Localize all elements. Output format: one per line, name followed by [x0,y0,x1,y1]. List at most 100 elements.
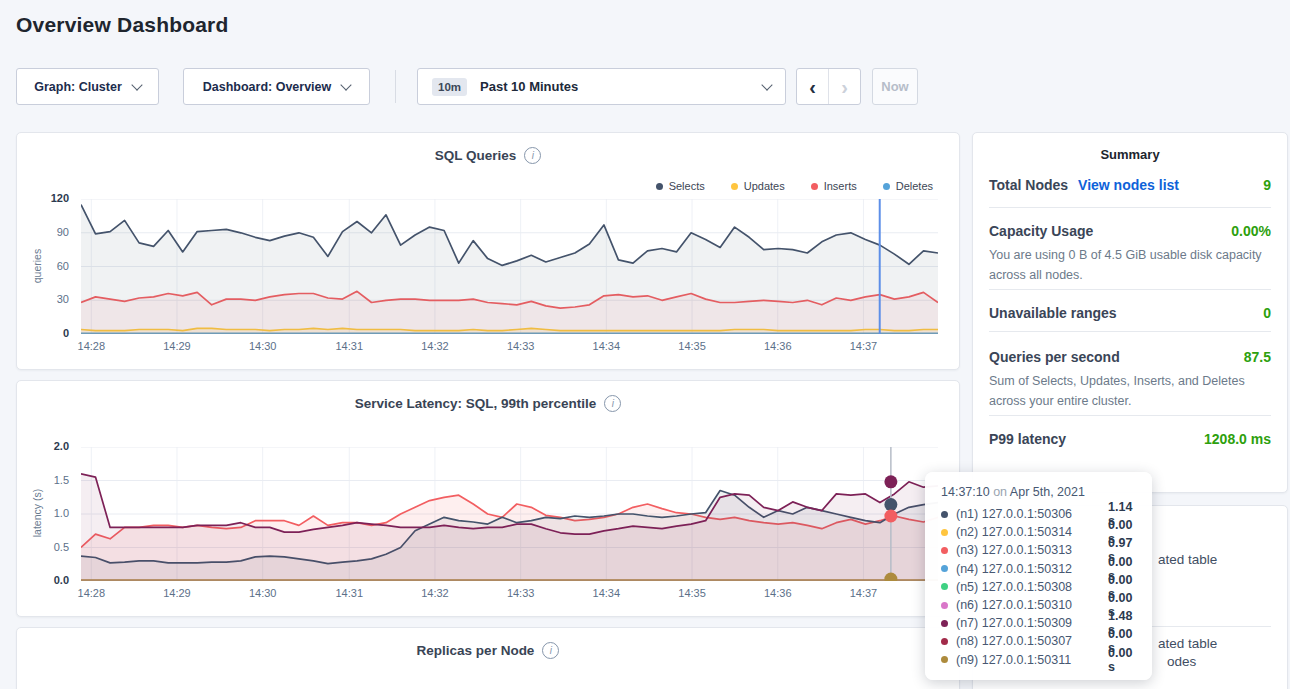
x-tick-label: 14:28 [78,587,106,599]
x-tick-label: 14:35 [678,587,706,599]
x-tick-label: 14:34 [593,340,621,352]
next-time-button[interactable]: › [828,69,860,104]
y-axis-ticks: 0.00.51.01.52.0 [17,447,75,581]
chart-hover-tooltip: 14:37:10 on Apr 5th, 2021 (n1) 127.0.0.1… [925,472,1152,680]
y-tick-label: 30 [17,293,75,305]
legend-item-deletes[interactable]: Deletes [883,180,933,192]
tooltip-node-address: (n1) 127.0.0.1:50306 [956,507,1108,521]
tooltip-timestamp: 14:37:10 on Apr 5th, 2021 [941,485,1142,499]
y-tick-label: 1.0 [17,507,75,519]
prev-time-button[interactable]: ‹ [797,69,828,104]
tooltip-node-address: (n6) 127.0.0.1:50310 [956,598,1108,612]
summary-row: Total Nodes View nodes list 9 [989,177,1271,193]
tooltip-row: (n9) 127.0.0.1:503110.00 s [941,651,1142,669]
event-text-fragment: odes [1167,654,1196,669]
node-color-dot [941,511,948,518]
node-color-dot [941,620,948,627]
y-tick-label: 60 [17,260,75,272]
summary-row-label: Queries per second [989,349,1120,365]
now-button[interactable]: Now [872,68,918,105]
chevron-down-icon [341,79,352,90]
service-latency-chart-panel: Service Latency: SQL, 99th percentile i … [16,380,960,617]
tooltip-node-address: (n7) 127.0.0.1:50309 [956,616,1108,630]
x-tick-label: 14:31 [335,587,363,599]
info-icon[interactable]: i [542,642,559,659]
legend-label: Inserts [824,180,857,192]
tooltip-node-address: (n5) 127.0.0.1:50308 [956,580,1108,594]
info-icon[interactable]: i [524,147,541,164]
page-title: Overview Dashboard [16,13,229,37]
sql-queries-chart-panel: SQL Queries i Selects Updates Inserts Delet… [16,132,960,370]
x-tick-label: 14:34 [593,587,621,599]
node-color-dot [941,602,948,609]
tooltip-node-address: (n9) 127.0.0.1:50311 [956,653,1108,667]
summary-row-label: P99 latency [989,431,1066,447]
time-nav-group: ‹ › [796,68,861,105]
graph-dropdown[interactable]: Graph: Cluster [16,68,159,105]
x-tick-label: 14:30 [249,340,277,352]
legend-label: Updates [744,180,785,192]
tooltip-node-address: (n4) 127.0.0.1:50312 [956,562,1108,576]
y-tick-label: 1.5 [17,474,75,486]
x-tick-label: 14:29 [163,587,191,599]
y-tick-label: 0.5 [17,541,75,553]
node-color-dot [941,565,948,572]
node-color-dot [941,583,948,590]
summary-row-value: 9 [1263,177,1271,193]
chart-plot-area[interactable] [81,447,938,581]
x-tick-label: 14:37 [850,340,878,352]
summary-row-description: You are using 0 B of 4.5 GiB usable disk… [989,245,1271,285]
legend-color-dot [656,183,663,190]
event-text-fragment: ated table [1158,636,1217,651]
tooltip-node-address: (n2) 127.0.0.1:50314 [956,525,1108,539]
x-tick-label: 14:32 [421,587,449,599]
y-tick-label: 90 [17,226,75,238]
legend-item-inserts[interactable]: Inserts [811,180,857,192]
replicas-per-node-chart-panel: Replicas per Node i [16,627,960,689]
chart-plot-area[interactable] [81,199,938,334]
summary-panel: Summary Total NodesView nodes list9Capac… [972,132,1288,493]
view-nodes-list-link[interactable]: View nodes list [1078,177,1179,193]
legend-item-selects[interactable]: Selects [656,180,705,192]
legend-item-updates[interactable]: Updates [731,180,785,192]
x-tick-label: 14:35 [678,340,706,352]
legend-color-dot [731,183,738,190]
x-tick-label: 14:32 [421,340,449,352]
overview-dashboard-page: Overview Dashboard Graph: Cluster Dashbo… [0,0,1290,689]
dashboard-dropdown[interactable]: Dashboard: Overview [183,68,370,105]
summary-row-label: Capacity Usage [989,223,1093,239]
summary-row-value: 87.5 [1244,349,1271,365]
legend-label: Deletes [896,180,933,192]
x-axis-ticks: 14:2814:2914:3014:3114:3214:3314:3414:35… [81,340,938,354]
x-tick-label: 14:28 [78,340,106,352]
chevron-down-icon [761,79,772,90]
summary-row-value: 0 [1263,305,1271,321]
legend-color-dot [883,183,890,190]
time-range-dropdown[interactable]: 10m Past 10 Minutes [417,68,786,105]
x-tick-label: 14:36 [764,340,792,352]
tooltip-node-address: (n3) 127.0.0.1:50313 [956,543,1108,557]
chart-title: SQL Queries [435,148,517,163]
info-icon[interactable]: i [604,395,621,412]
summary-row: Unavailable ranges 0 [989,305,1271,321]
summary-row-value: 0.00% [1231,223,1271,239]
node-color-dot [941,529,948,536]
time-range-label: Past 10 Minutes [480,79,763,94]
node-color-dot [941,638,948,645]
x-tick-label: 14:37 [850,587,878,599]
node-color-dot [941,656,948,663]
summary-row: Queries per second87.5Sum of Selects, Up… [989,349,1271,411]
summary-row-label: Unavailable ranges [989,305,1117,321]
summary-row-value: 1208.0 ms [1204,431,1271,447]
x-tick-label: 14:36 [764,587,792,599]
legend-color-dot [811,183,818,190]
summary-row-label: Total Nodes [989,177,1068,193]
summary-divider [989,289,1271,290]
y-tick-label: 120 [17,192,75,204]
event-text-fragment: ated table [1158,552,1217,567]
chart-legend: Selects Updates Inserts Deletes [656,180,933,192]
summary-divider [989,331,1271,332]
controls-divider [395,70,396,103]
legend-label: Selects [669,180,705,192]
x-tick-label: 14:33 [507,340,535,352]
